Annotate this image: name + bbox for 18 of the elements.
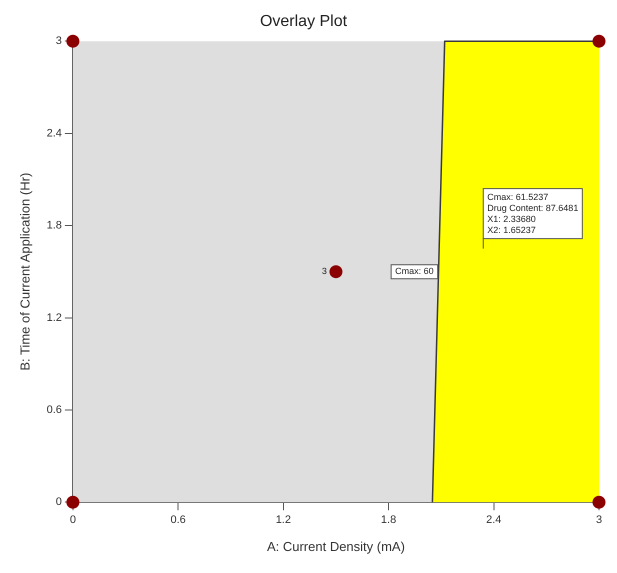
y-tick-label: 0.6 <box>46 404 62 416</box>
y-tick-label: 1.8 <box>46 220 62 232</box>
y-tick-label: 0 <box>56 496 62 508</box>
chart-title: Overlay Plot <box>260 13 348 30</box>
y-tick-label: 3 <box>56 35 62 48</box>
x-tick-label: 2.4 <box>486 514 502 526</box>
y-tick-label: 1.2 <box>46 312 62 324</box>
y-tick-label: 2.4 <box>46 127 62 140</box>
annotation: 3 <box>322 266 327 276</box>
x-tick-label: 1.2 <box>276 514 291 526</box>
x-tick-label: 0 <box>70 514 76 526</box>
x-tick-label: 1.8 <box>380 514 396 526</box>
annotation: Cmax: 61.5237 Drug Content: 87.6481 X1: 2.33680 X2: 1.65237 <box>487 192 578 236</box>
x-tick-label: 0.6 <box>170 514 186 526</box>
x-axis-title: A: Current Density (mA) <box>266 538 405 554</box>
x-tick-label: 3 <box>596 514 602 526</box>
annotation: Cmax: 60 <box>395 266 434 276</box>
y-axis-title: B: Time of Current Application (Hr) <box>17 172 32 371</box>
